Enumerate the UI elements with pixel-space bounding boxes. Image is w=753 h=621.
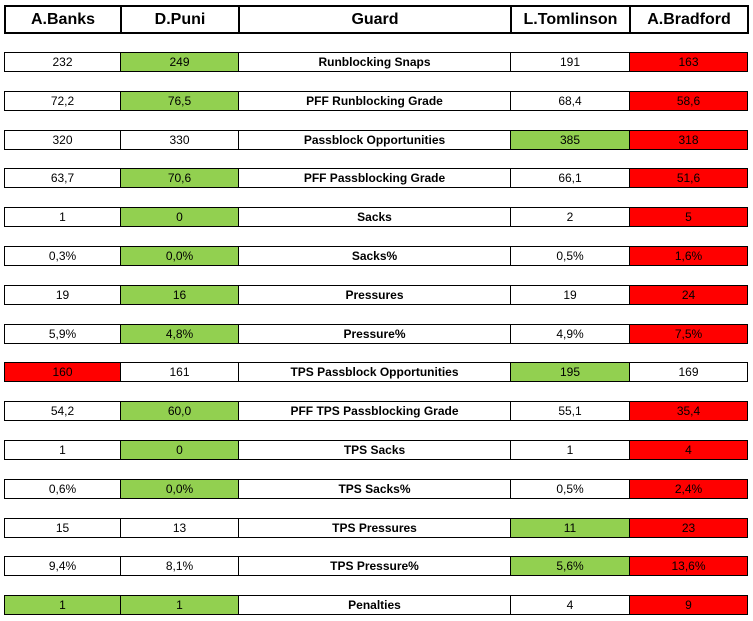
value-cell: 76,5 xyxy=(120,91,239,111)
row-label: Penalties xyxy=(238,595,511,615)
header-cell: L.Tomlinson xyxy=(510,5,631,34)
value-cell: 58,6 xyxy=(629,91,748,111)
value-cell: 9,4% xyxy=(4,556,121,576)
value-cell: 249 xyxy=(120,52,239,72)
value-cell: 0,5% xyxy=(510,479,630,499)
value-cell: 2 xyxy=(510,207,630,227)
value-cell: 163 xyxy=(629,52,748,72)
value-cell: 16 xyxy=(120,285,239,305)
value-cell: 11 xyxy=(510,518,630,538)
value-cell: 63,7 xyxy=(4,168,121,188)
row-label: TPS Pressure% xyxy=(238,556,511,576)
row-label: TPS Passblock Opportunities xyxy=(238,362,511,382)
value-cell: 4 xyxy=(510,595,630,615)
value-cell: 0,0% xyxy=(120,246,239,266)
value-cell: 13,6% xyxy=(629,556,748,576)
value-cell: 0,6% xyxy=(4,479,121,499)
value-cell: 19 xyxy=(4,285,121,305)
row-label: TPS Sacks% xyxy=(238,479,511,499)
value-cell: 4,8% xyxy=(120,324,239,344)
value-cell: 195 xyxy=(510,362,630,382)
value-cell: 1 xyxy=(4,595,121,615)
row-label: Pressures xyxy=(238,285,511,305)
value-cell: 0 xyxy=(120,207,239,227)
value-cell: 19 xyxy=(510,285,630,305)
value-cell: 24 xyxy=(629,285,748,305)
value-cell: 7,5% xyxy=(629,324,748,344)
value-cell: 232 xyxy=(4,52,121,72)
header-cell: D.Puni xyxy=(120,5,240,34)
header-cell: A.Banks xyxy=(4,5,122,34)
value-cell: 15 xyxy=(4,518,121,538)
value-cell: 4,9% xyxy=(510,324,630,344)
row-label: TPS Sacks xyxy=(238,440,511,460)
value-cell: 0,3% xyxy=(4,246,121,266)
row-label: Passblock Opportunities xyxy=(238,130,511,150)
value-cell: 55,1 xyxy=(510,401,630,421)
row-label: TPS Pressures xyxy=(238,518,511,538)
value-cell: 0,0% xyxy=(120,479,239,499)
value-cell: 5 xyxy=(629,207,748,227)
row-label: PFF Passblocking Grade xyxy=(238,168,511,188)
value-cell: 191 xyxy=(510,52,630,72)
value-cell: 330 xyxy=(120,130,239,150)
header-cell: A.Bradford xyxy=(629,5,749,34)
value-cell: 320 xyxy=(4,130,121,150)
value-cell: 318 xyxy=(629,130,748,150)
row-label: PFF TPS Passblocking Grade xyxy=(238,401,511,421)
value-cell: 72,2 xyxy=(4,91,121,111)
value-cell: 60,0 xyxy=(120,401,239,421)
value-cell: 169 xyxy=(629,362,748,382)
value-cell: 0 xyxy=(120,440,239,460)
value-cell: 385 xyxy=(510,130,630,150)
value-cell: 5,6% xyxy=(510,556,630,576)
value-cell: 51,6 xyxy=(629,168,748,188)
value-cell: 161 xyxy=(120,362,239,382)
value-cell: 1 xyxy=(120,595,239,615)
value-cell: 1,6% xyxy=(629,246,748,266)
row-label: Sacks xyxy=(238,207,511,227)
value-cell: 0,5% xyxy=(510,246,630,266)
row-label: Sacks% xyxy=(238,246,511,266)
row-label: Runblocking Snaps xyxy=(238,52,511,72)
value-cell: 2,4% xyxy=(629,479,748,499)
value-cell: 1 xyxy=(4,207,121,227)
value-cell: 5,9% xyxy=(4,324,121,344)
value-cell: 35,4 xyxy=(629,401,748,421)
value-cell: 68,4 xyxy=(510,91,630,111)
value-cell: 4 xyxy=(629,440,748,460)
value-cell: 23 xyxy=(629,518,748,538)
value-cell: 66,1 xyxy=(510,168,630,188)
value-cell: 13 xyxy=(120,518,239,538)
value-cell: 1 xyxy=(4,440,121,460)
value-cell: 160 xyxy=(4,362,121,382)
value-cell: 9 xyxy=(629,595,748,615)
value-cell: 1 xyxy=(510,440,630,460)
value-cell: 54,2 xyxy=(4,401,121,421)
value-cell: 70,6 xyxy=(120,168,239,188)
header-cell: Guard xyxy=(238,5,512,34)
row-label: PFF Runblocking Grade xyxy=(238,91,511,111)
value-cell: 8,1% xyxy=(120,556,239,576)
row-label: Pressure% xyxy=(238,324,511,344)
